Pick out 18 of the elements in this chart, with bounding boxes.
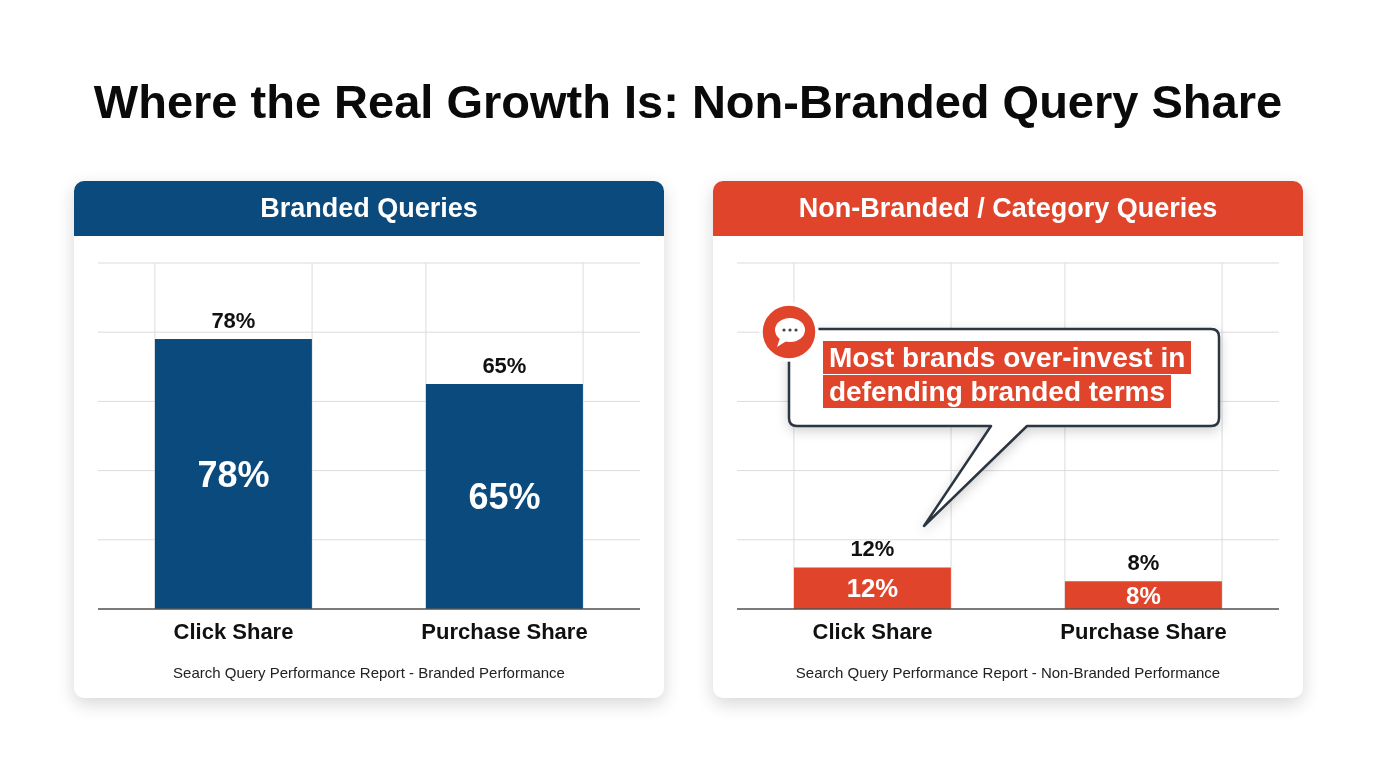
chart-subtitle: Branded Queries bbox=[260, 193, 478, 224]
x-tick-label: Purchase Share bbox=[421, 618, 588, 644]
data-label: 12% bbox=[846, 574, 899, 603]
data-label: 78% bbox=[211, 307, 256, 333]
annotation: Most brands over-invest in defending branded terms bbox=[828, 341, 1186, 407]
chart-subtitle: Non-Branded / Category Queries bbox=[798, 193, 1218, 224]
text: Search Query Performance Report - Branded Performance bbox=[173, 664, 565, 681]
chart-title: Where the Real Growth Is: Non-Branded Query Share bbox=[93, 75, 1283, 128]
text: 65% bbox=[468, 476, 541, 518]
x-tick-label: Click Share bbox=[812, 618, 933, 644]
text: Search Query Performance Report - Non-Branded Performance bbox=[795, 664, 1221, 681]
x-tick-label: Click Share bbox=[173, 618, 294, 644]
x-tick-label: Purchase Share bbox=[1060, 618, 1227, 644]
text: 12% bbox=[850, 535, 895, 561]
data-label: 65% bbox=[482, 352, 527, 378]
data-label: 8% bbox=[1126, 581, 1161, 609]
text: 78% bbox=[197, 453, 270, 495]
text: 8% bbox=[1127, 549, 1160, 575]
